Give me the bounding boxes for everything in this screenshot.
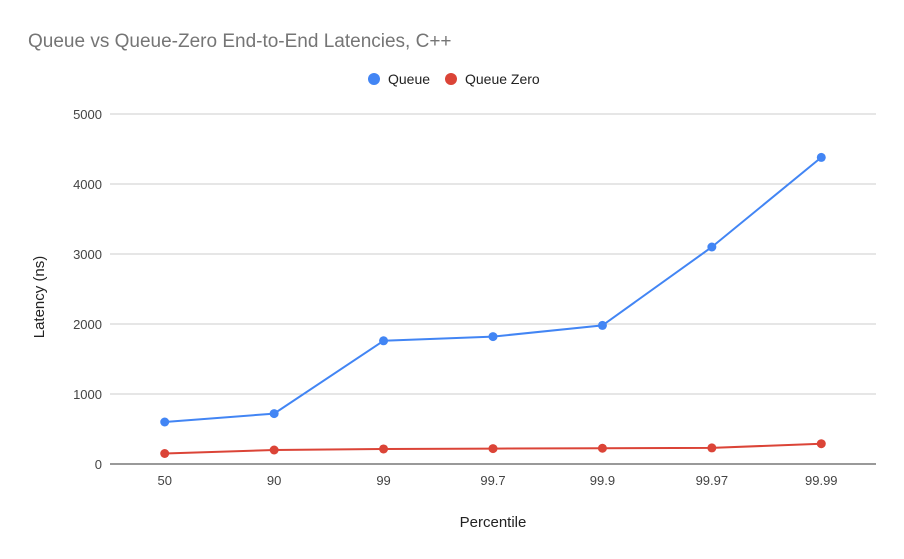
legend-label-queue: Queue	[388, 71, 430, 87]
data-point-queue[interactable]	[597, 320, 607, 330]
data-point-queue[interactable]	[816, 152, 826, 162]
data-point-queue-zero[interactable]	[597, 443, 607, 453]
data-point-queue[interactable]	[379, 336, 389, 346]
data-point-queue-zero[interactable]	[707, 443, 717, 453]
legend-item-queue-zero[interactable]: Queue Zero	[445, 71, 540, 87]
x-tick-label: 99.99	[805, 473, 838, 488]
data-point-queue-zero[interactable]	[488, 444, 498, 454]
data-point-queue[interactable]	[707, 242, 717, 252]
y-tick-label: 5000	[73, 107, 102, 122]
data-point-queue[interactable]	[488, 332, 498, 342]
chart-title: Queue vs Queue-Zero End-to-End Latencies…	[28, 31, 452, 52]
x-tick-label: 90	[267, 473, 281, 488]
series-group	[160, 152, 826, 458]
data-point-queue-zero[interactable]	[816, 439, 826, 449]
y-axis-label: Latency (ns)	[31, 256, 48, 339]
x-axis-ticks: 50 90 99 99.7 99.9 99.97 99.99	[157, 473, 837, 488]
x-tick-label: 99.7	[480, 473, 505, 488]
data-point-queue[interactable]	[160, 417, 170, 427]
legend: Queue Queue Zero	[368, 71, 540, 87]
data-point-queue-zero[interactable]	[160, 449, 170, 458]
y-tick-label: 4000	[73, 177, 102, 192]
data-point-queue[interactable]	[269, 409, 279, 419]
y-tick-label: 1000	[73, 387, 102, 402]
y-axis-ticks: 0 1000 2000 3000 4000 5000	[73, 107, 102, 472]
data-point-queue-zero[interactable]	[269, 445, 279, 455]
legend-label-queue-zero: Queue Zero	[465, 71, 540, 87]
series-line-queue	[164, 156, 822, 423]
legend-swatch-queue-zero	[445, 73, 457, 85]
y-tick-label: 2000	[73, 317, 102, 332]
y-tick-label: 0	[95, 457, 102, 472]
x-tick-label: 50	[157, 473, 171, 488]
x-axis-label: Percentile	[460, 514, 527, 531]
gridlines	[110, 113, 876, 395]
data-point-queue-zero[interactable]	[379, 444, 389, 454]
x-tick-label: 99.97	[696, 473, 729, 488]
legend-swatch-queue	[368, 73, 380, 85]
x-tick-label: 99	[376, 473, 390, 488]
legend-item-queue[interactable]: Queue	[368, 71, 430, 87]
y-tick-label: 3000	[73, 247, 102, 262]
x-tick-label: 99.9	[590, 473, 615, 488]
